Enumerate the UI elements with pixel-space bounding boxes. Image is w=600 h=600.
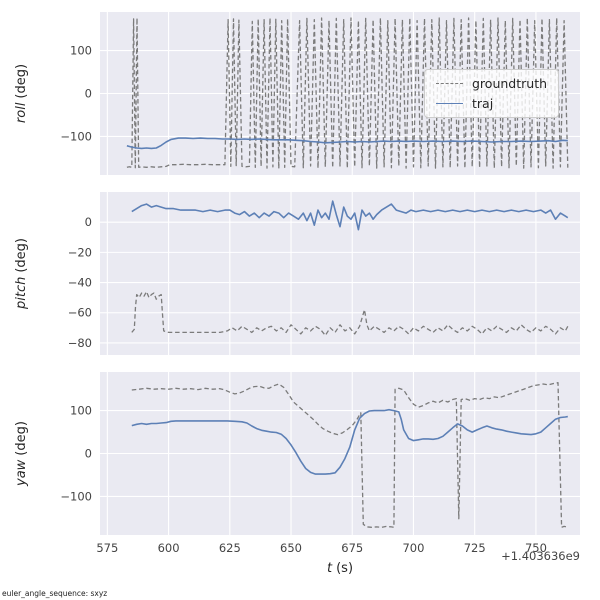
xtick-label: 675 (341, 541, 363, 555)
pitch-ytick-label: −40 (68, 276, 92, 290)
xtick-label: 700 (402, 541, 424, 555)
roll-ytick-label: −100 (60, 129, 92, 143)
legend-label-groundtruth: groundtruth (472, 76, 548, 91)
legend-item-groundtruth: groundtruth (436, 76, 547, 91)
pitch-ytick-label: −80 (68, 336, 92, 350)
pitch-ytick-label: −60 (68, 306, 92, 320)
xtick-label: 650 (280, 541, 302, 555)
roll-axis-label-var: roll (14, 102, 29, 124)
pitch-axis-label-var: pitch (14, 276, 29, 310)
roll-traj-line (126, 137, 568, 150)
legend-label-traj: traj (472, 96, 494, 111)
pitch-axes: −80 −60 −40 −20 0 (68, 192, 580, 355)
legend-item-traj: traj (436, 96, 547, 111)
roll-ytick-label: 0 (85, 87, 92, 101)
traj-line-sample (436, 103, 463, 104)
yaw-ytick-label: 100 (70, 404, 92, 418)
pitch-axis-label: pitch (deg) (14, 192, 29, 355)
yaw-axis-label-var: yaw (14, 459, 29, 486)
x-axis-offset-text: +1.403636e9 (501, 549, 580, 563)
x-axis-label-unit: (s) (336, 561, 354, 576)
yaw-axes: −100 0 100 (60, 372, 580, 535)
yaw-ytick-label: −100 (60, 489, 92, 503)
xtick-label: 600 (158, 541, 180, 555)
roll-axis-label-unit: (deg) (14, 63, 29, 99)
x-axis-label-var: t (326, 561, 333, 576)
yaw-traj-line (131, 408, 568, 475)
xtick-label: 725 (464, 541, 486, 555)
pitch-traj-line (131, 200, 569, 231)
yaw-ytick-label: 0 (85, 447, 92, 461)
euler-sequence-note: euler_angle_sequence: sxyz (2, 589, 108, 598)
yaw-groundtruth-line (131, 382, 569, 528)
xtick-label: 750 (525, 541, 547, 555)
xtick-label: 575 (96, 541, 118, 555)
roll-ytick-label: 100 (70, 44, 92, 58)
yaw-axis-label: yaw (deg) (14, 372, 29, 535)
x-axis-label: t (s) (100, 561, 580, 576)
roll-groundtruth-line (126, 17, 569, 170)
yaw-axis-label-unit: (deg) (14, 421, 29, 456)
xtick-label: 625 (219, 541, 241, 555)
pitch-ytick-label: −20 (68, 245, 92, 259)
roll-axis-label: roll (deg) (14, 12, 29, 175)
pitch-ytick-label: 0 (85, 215, 92, 229)
groundtruth-line-sample (436, 83, 463, 84)
pitch-axis-label-unit: (deg) (14, 238, 29, 273)
legend: groundtruth traj (424, 69, 560, 118)
